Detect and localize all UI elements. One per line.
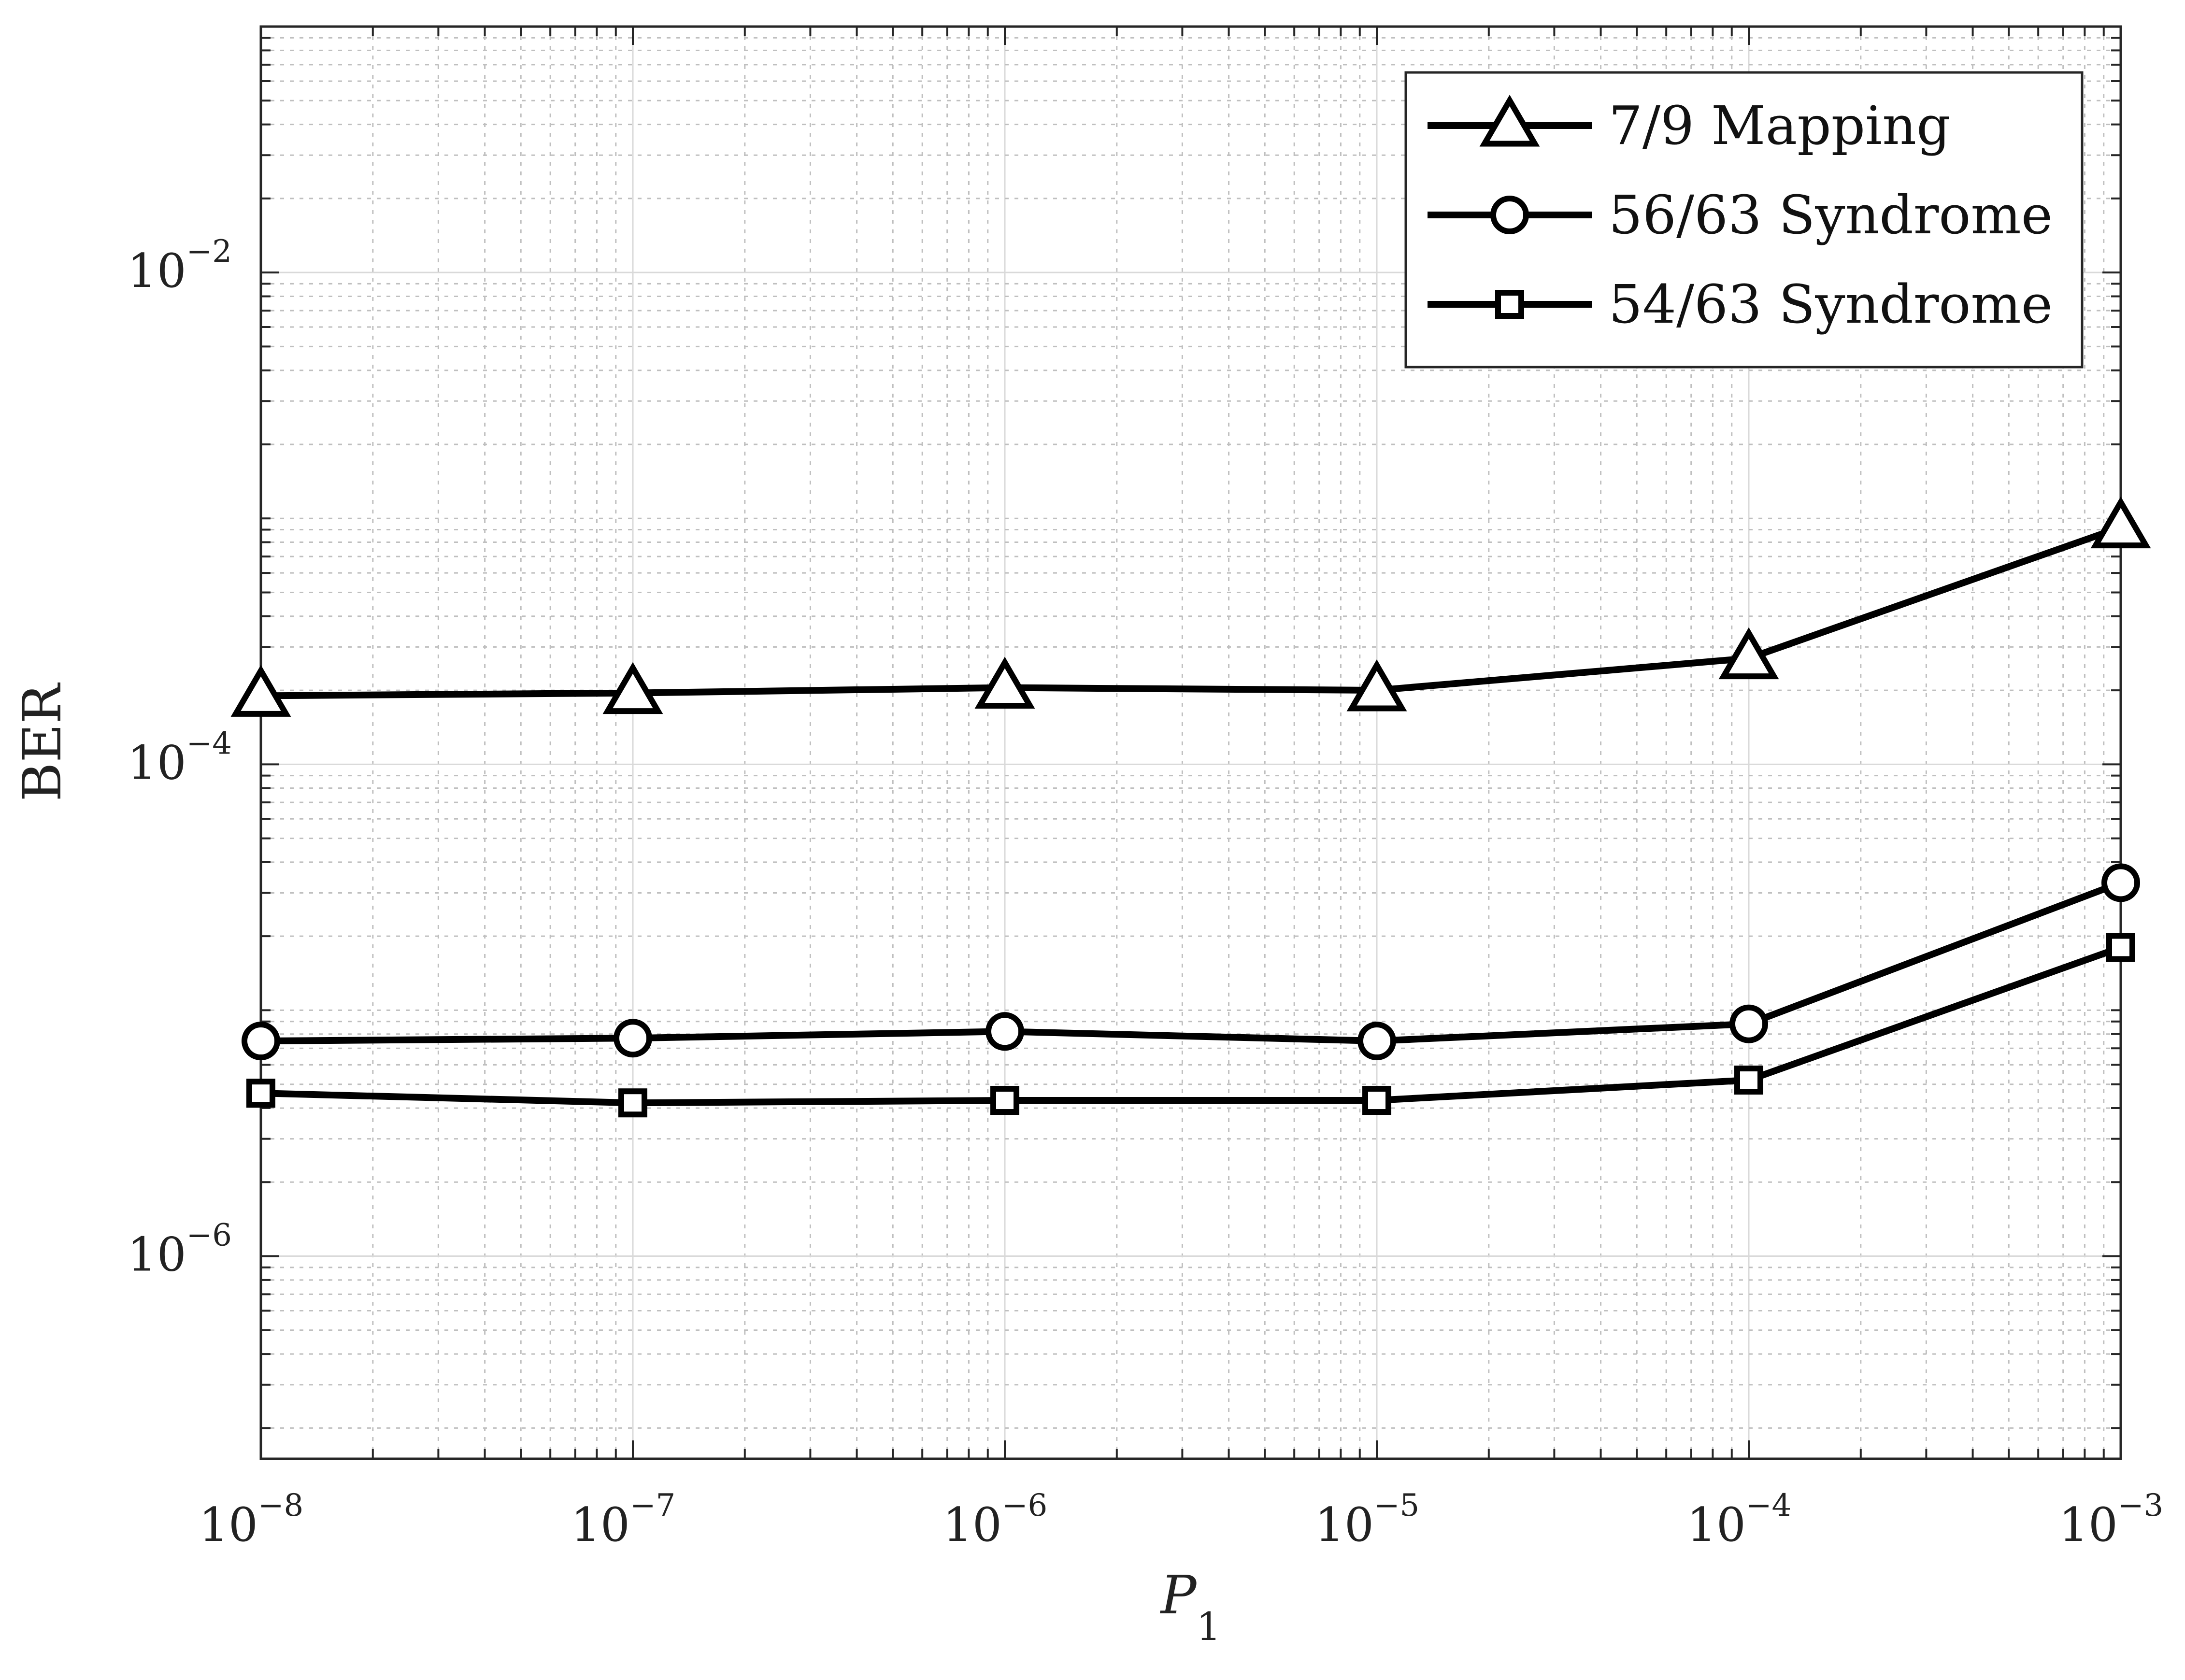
legend-label: 54/63 Syndrome [1609,273,2053,335]
x-tick-label-exponent: −3 [2118,1488,2163,1523]
x-tick-label-base: 10 [571,1498,630,1552]
x-tick-label-base: 10 [1315,1498,1374,1552]
x-tick-label-base: 10 [943,1498,1002,1552]
data-point-circle [2101,863,2140,902]
y-axis-label: BER [11,682,73,801]
legend-marker-triangle [1479,95,1540,147]
y-tick-label-exponent: −6 [186,1218,232,1253]
y-tick-label-base: 10 [128,244,186,298]
legend-marker-square [1495,290,1524,319]
x-tick-label-exponent: −4 [1746,1488,1791,1523]
x-tick-label-exponent: −8 [258,1488,303,1523]
series-line [260,524,2122,699]
data-point-triangle [974,656,1035,709]
x-tick-label-exponent: −5 [1374,1488,1419,1523]
x-tick-label-base: 10 [199,1498,258,1552]
x-tick-label: 10−6 [943,1488,1048,1552]
data-point-square [618,1088,647,1118]
y-tick-label-exponent: −2 [186,234,232,270]
x-axis-label: P1 [1160,1564,1221,1649]
data-point-square [1362,1086,1391,1115]
legend-item: 54/63 Syndrome [1428,273,2053,335]
series-triangle [230,496,2151,717]
y-tick-label-base: 10 [128,1228,186,1282]
series-group [230,496,2151,1118]
series-line [260,879,2122,1045]
x-tick-label-exponent: −7 [630,1488,675,1523]
data-point-triangle [230,665,291,717]
data-point-triangle [1718,627,1779,680]
x-tick-label-base: 10 [1687,1498,1746,1552]
data-point-circle [242,1022,280,1061]
data-point-square [2106,933,2135,962]
data-point-square [246,1079,275,1108]
series-square [246,933,2135,1118]
data-point-square [1734,1066,1763,1095]
x-tick-label: 10−5 [1315,1488,1420,1552]
plot-area-frame [259,25,2122,1460]
data-point-triangle [1346,659,1407,712]
y-tick-label-exponent: −4 [186,726,232,761]
x-tick-label: 10−7 [571,1488,676,1552]
x-tick-label: 10−4 [1687,1488,1792,1552]
data-point-triangle [2090,496,2151,549]
legend-item: 7/9 Mapping [1428,95,1950,157]
y-tick-label-base: 10 [128,736,186,790]
data-point-circle [1357,1022,1396,1061]
series-circle [242,863,2140,1061]
x-tick-label: 10−8 [199,1488,304,1552]
x-axis-label-subscript: 1 [1197,1604,1221,1649]
legend: 7/9 Mapping 56/63 Syndrome 54/63 Syndrome [1404,71,2084,369]
x-axis-label-base: P [1160,1564,1198,1626]
legend-marker-circle [1490,196,1529,234]
legend-label: 56/63 Syndrome [1609,184,2053,246]
legend-label: 7/9 Mapping [1609,95,1950,157]
grid [260,26,2122,1459]
data-point-circle [985,1012,1024,1051]
axis-labels: P1 BER [11,682,1221,1649]
series-line [260,944,2122,1107]
data-point-square [990,1086,1019,1115]
data-point-circle [614,1019,652,1058]
data-point-triangle [602,662,663,714]
data-point-circle [1729,1004,1768,1043]
axis-ticks: 10−8 10−7 10−6 10−5 10−4 10−310−610−410−2 [128,26,2164,1552]
x-tick-label-base: 10 [2059,1498,2118,1552]
legend-item: 56/63 Syndrome [1428,184,2053,246]
y-tick-label: 10−4 [128,726,232,790]
x-tick-label: 10−3 [2059,1488,2164,1552]
y-tick-label: 10−2 [128,234,232,298]
y-tick-label: 10−6 [128,1218,232,1282]
x-tick-label-exponent: −6 [1002,1488,1047,1523]
